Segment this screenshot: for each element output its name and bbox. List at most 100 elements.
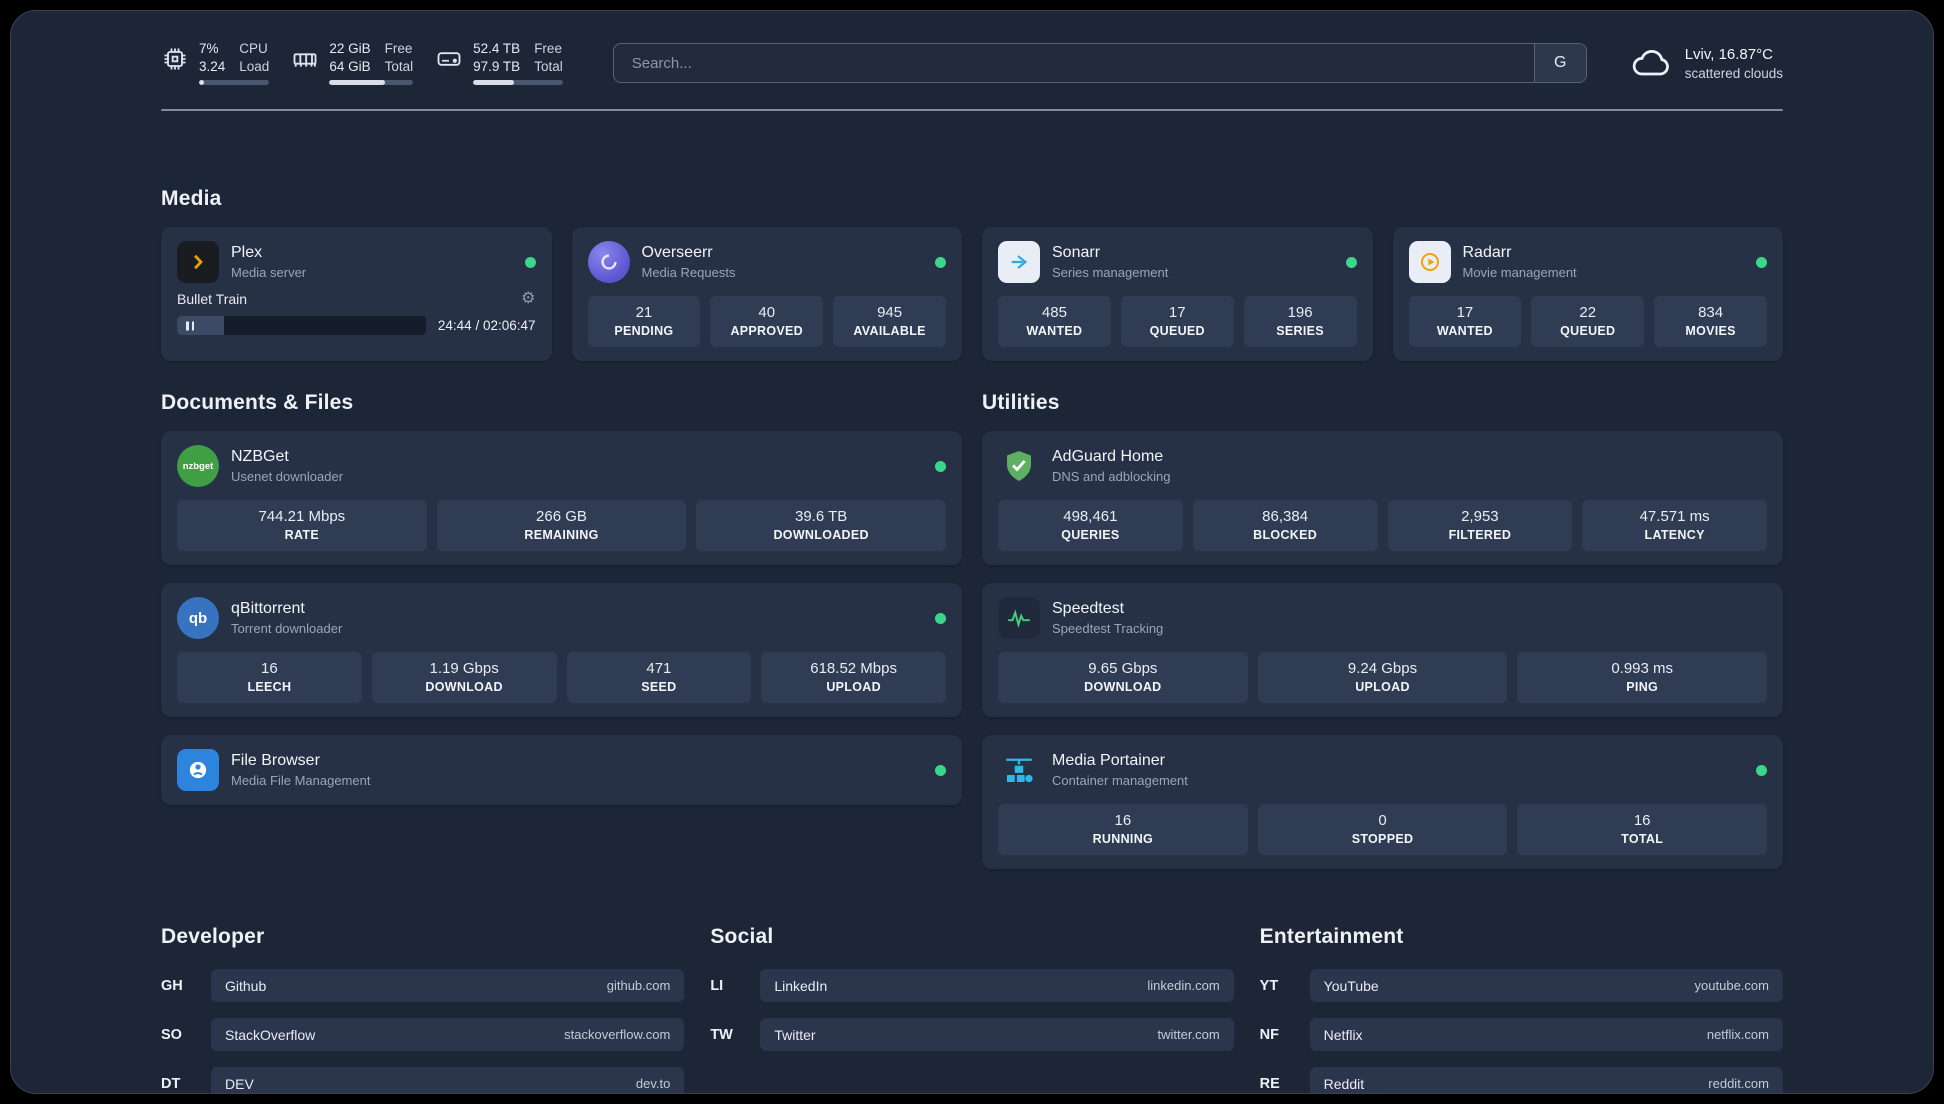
portainer-icon — [998, 749, 1040, 791]
bookmark-abbr: DT — [161, 1075, 181, 1092]
app-link-qbittorrent[interactable]: qb qBittorrent Torrent downloader — [177, 597, 946, 639]
bookmark-name: LinkedIn — [774, 977, 828, 994]
stat-label: QUERIES — [1061, 528, 1120, 542]
weather-location: Lviv, 16.87°C — [1684, 45, 1773, 63]
stat-tile: 744.21 Mbps RATE — [177, 500, 427, 551]
stat-tile: 485 WANTED — [998, 296, 1111, 347]
app-name: qBittorrent — [231, 600, 305, 617]
stat-value: 40 — [758, 304, 776, 321]
section-title-entertainment: Entertainment — [1259, 925, 1404, 948]
stat-value: 945 — [877, 304, 903, 321]
card-radarr: Radarr Movie management 17 WANTED 22 QUE… — [1392, 227, 1783, 361]
stat-label: DOWNLOAD — [1084, 680, 1162, 694]
status-dot — [1345, 256, 1357, 268]
app-link-plex[interactable]: Plex Media server — [177, 241, 536, 283]
search-provider-button[interactable]: G — [1533, 44, 1586, 82]
bookmark-row: TW Twitter twitter.com — [710, 1018, 1234, 1051]
bookmark-name: StackOverflow — [225, 1026, 316, 1043]
stat-value: 2,953 — [1461, 508, 1499, 525]
bookmark-link-linkedin[interactable]: LinkedIn linkedin.com — [760, 969, 1234, 1002]
section-title-developer: Developer — [161, 925, 265, 948]
search-bar: G — [612, 43, 1587, 83]
bookmark-link-github[interactable]: Github github.com — [211, 969, 685, 1002]
card-qbittorrent: qb qBittorrent Torrent downloader 16 LEE… — [161, 583, 962, 717]
bookmark-link-reddit[interactable]: Reddit reddit.com — [1309, 1067, 1783, 1093]
disk-icon — [437, 52, 461, 67]
stat-value: 618.52 Mbps — [810, 660, 897, 677]
bookmark-url: twitter.com — [1157, 1027, 1220, 1042]
app-name: Media Portainer — [1052, 752, 1165, 769]
app-link-sonarr[interactable]: Sonarr Series management — [998, 241, 1357, 283]
bookmark-link-stackoverflow[interactable]: StackOverflow stackoverflow.com — [211, 1018, 685, 1051]
bookmark-abbr: YT — [1259, 977, 1279, 994]
bookmark-link-dev[interactable]: DEV dev.to — [211, 1067, 685, 1093]
stat-value: 17 — [1456, 304, 1474, 321]
stat-tile: 9.24 Gbps UPLOAD — [1257, 652, 1508, 703]
stat-value: 9.24 Gbps — [1347, 660, 1418, 677]
sonarr-icon — [998, 241, 1040, 283]
stat-tile: 16 TOTAL — [1517, 804, 1767, 855]
card-sonarr: Sonarr Series management 485 WANTED 17 Q… — [982, 227, 1373, 361]
app-name: File Browser — [231, 752, 320, 769]
card-speedtest: Speedtest Speedtest Tracking 9.65 Gbps D… — [982, 583, 1783, 717]
stat-label: WANTED — [1436, 324, 1493, 338]
app-subtitle: DNS and adblocking — [1052, 469, 1171, 484]
stat-tile: 86,384 BLOCKED — [1192, 500, 1378, 551]
stat-value: 86,384 — [1262, 508, 1309, 525]
card-nzbget: nzbget NZBGet Usenet downloader 744.21 M… — [161, 431, 962, 565]
stat-label: UPLOAD — [1355, 680, 1410, 694]
app-subtitle: Usenet downloader — [231, 469, 344, 484]
bookmark-row: NF Netflix netflix.com — [1260, 1018, 1783, 1051]
memory-total-label: Total — [384, 59, 414, 74]
app-link-filebrowser[interactable]: File Browser Media File Management — [177, 749, 946, 791]
middle-columns: Documents & Files nzbget NZBGet Usenet d… — [161, 391, 1783, 869]
stat-value: 266 GB — [536, 508, 587, 525]
stat-label: SEED — [641, 680, 677, 694]
search-input[interactable] — [613, 44, 1534, 82]
stats-row: 16 RUNNING 0 STOPPED 16 TOTAL — [998, 804, 1767, 855]
pause-icon[interactable] — [186, 321, 194, 330]
stats-row: 498,461 QUERIES 86,384 BLOCKED 2,953 FIL… — [998, 500, 1767, 551]
bookmark-link-netflix[interactable]: Netflix netflix.com — [1309, 1018, 1783, 1051]
stat-value: 21 — [635, 304, 653, 321]
stat-tile: 945 AVAILABLE — [833, 296, 946, 347]
bookmark-abbr: RE — [1259, 1075, 1280, 1092]
stat-value: 196 — [1287, 304, 1313, 321]
bookmark-name: Reddit — [1323, 1075, 1365, 1092]
stat-label: TOTAL — [1621, 832, 1664, 846]
stat-label: QUEUED — [1149, 324, 1205, 338]
bookmark-url: dev.to — [635, 1076, 671, 1091]
status-dot — [935, 460, 946, 472]
stat-value: 834 — [1698, 304, 1724, 321]
stat-value: 39.6 TB — [795, 508, 848, 525]
app-link-radarr[interactable]: Radarr Movie management — [1408, 241, 1767, 283]
bookmark-name: Netflix — [1323, 1026, 1363, 1043]
stat-label: STOPPED — [1351, 832, 1414, 846]
bookmark-name: DEV — [225, 1075, 254, 1092]
stat-tile: 40 APPROVED — [710, 296, 824, 347]
app-name: Plex — [231, 244, 263, 261]
gear-icon[interactable]: ⚙ — [521, 290, 536, 307]
stat-value: 22 — [1579, 304, 1597, 321]
status-dot — [1756, 256, 1767, 268]
playback-time: 24:44 / 02:06:47 — [437, 318, 536, 333]
bookmark-link-twitter[interactable]: Twitter twitter.com — [760, 1018, 1234, 1051]
app-subtitle: Speedtest Tracking — [1052, 621, 1164, 636]
memory-free-value: 22 GiB — [329, 41, 371, 57]
playback-progress-bar[interactable] — [177, 316, 426, 335]
app-link-adguard[interactable]: AdGuard Home DNS and adblocking — [998, 445, 1767, 487]
section-title-social: Social — [710, 925, 774, 948]
bookmark-link-youtube[interactable]: YouTube youtube.com — [1309, 969, 1783, 1002]
bookmark-row: DT DEV dev.to — [161, 1067, 685, 1093]
bookmark-group-entertainment: Entertainment YT YouTube youtube.com NF … — [1259, 925, 1783, 1093]
media-grid: Plex Media server Bullet Train ⚙ — [161, 227, 1783, 361]
app-link-overseerr[interactable]: Overseerr Media Requests — [587, 241, 946, 283]
disk-widget: 52.4 TB 97.9 TB Free Total — [435, 41, 571, 85]
app-link-portainer[interactable]: Media Portainer Container management — [998, 749, 1767, 791]
qbittorrent-icon: qb — [177, 597, 219, 639]
stat-value: 17 — [1168, 304, 1186, 321]
app-link-speedtest[interactable]: Speedtest Speedtest Tracking — [998, 597, 1767, 639]
app-link-nzbget[interactable]: nzbget NZBGet Usenet downloader — [177, 445, 946, 487]
dashboard-frame: 7% 3.24 CPU Load 22 GiB — [10, 10, 1934, 1094]
app-name: AdGuard Home — [1052, 448, 1164, 465]
